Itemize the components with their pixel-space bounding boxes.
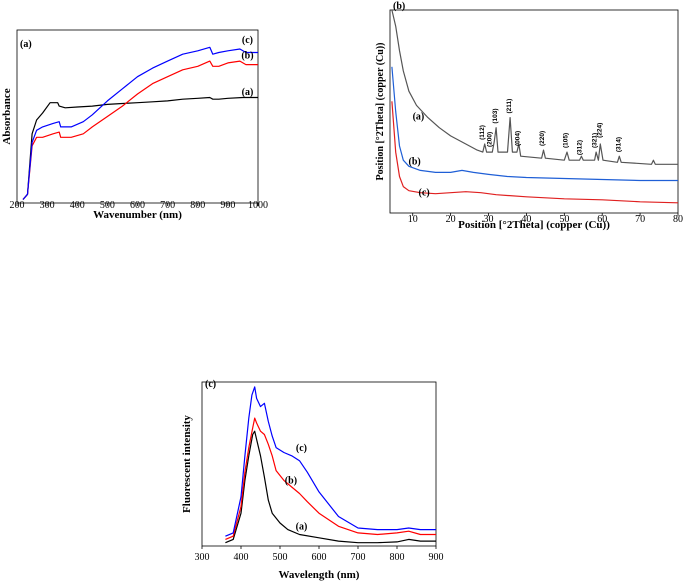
x-tick-label: 30 (484, 214, 494, 225)
x-tick-label: 40 (521, 214, 531, 225)
series-line-b (22, 60, 258, 200)
peak-label: (200) (487, 132, 494, 147)
series-label: (a) (242, 87, 254, 98)
x-tick-label: 300 (40, 200, 55, 211)
series-line-a (391, 9, 678, 165)
peak-label: (004) (515, 131, 522, 146)
x-tick-label: 400 (234, 552, 249, 563)
peak-label: (103) (492, 108, 499, 123)
panel-label: (a) (20, 39, 32, 50)
series-line-c (391, 101, 679, 204)
peak-label: (112) (479, 125, 486, 140)
x-tick-label: 70 (635, 214, 645, 225)
peak-label: (105) (563, 133, 570, 148)
x-tick-label: 20 (446, 214, 456, 225)
x-tick-label: 900 (429, 552, 444, 563)
x-tick-label: 700 (160, 200, 175, 211)
x-tick-label: 800 (190, 200, 205, 211)
series-line-a (22, 96, 258, 200)
x-tick-label: 50 (559, 214, 569, 225)
series-label: (a) (296, 522, 308, 533)
series-label: (c) (242, 35, 253, 46)
series-label: (a) (413, 112, 425, 123)
series-line-b (225, 417, 436, 540)
series-label: (c) (419, 188, 430, 199)
y-axis-label: Fluorescent intensity (181, 415, 193, 513)
x-tick-label: 600 (130, 200, 145, 211)
y-axis-label: Absorbance (1, 88, 13, 144)
x-tick-label: 600 (312, 552, 327, 563)
panel-label: (c) (205, 379, 216, 390)
x-tick-label: 300 (195, 552, 210, 563)
x-tick-label: 10 (408, 214, 418, 225)
peak-label: (220) (539, 131, 546, 146)
x-tick-label: 200 (10, 200, 25, 211)
series-line-a (225, 430, 436, 544)
x-tick-label: 60 (597, 214, 607, 225)
x-axis-label: Position [°2Theta] (copper (Cu)) (458, 219, 610, 231)
peak-label: (312) (577, 140, 584, 155)
plot-frame (16, 29, 259, 204)
series-line-c (225, 386, 436, 537)
fluorescence-chart: 300 400 500 600 700 800 900 (c) (b) (a) (c) Wavelen… (181, 379, 444, 581)
x-tick-label: 500 (273, 552, 288, 563)
x-axis-label: Wavelength (nm) (279, 569, 360, 581)
x-tick-label: 80 (673, 214, 683, 225)
plot-frame (389, 9, 679, 214)
peak-label: (314) (615, 137, 622, 152)
x-tick-label: 400 (70, 200, 85, 211)
xrd-chart: 10 20 30 40 50 60 70 80 (a) (b) (c) (112) (200) (103)… (375, 1, 683, 231)
x-tick-label: 900 (220, 200, 235, 211)
series-line-b (391, 66, 678, 182)
x-tick-label: 800 (390, 552, 405, 563)
x-axis-label: Wavenumber (nm) (93, 209, 182, 221)
x-tick-label: 700 (351, 552, 366, 563)
x-tick-label: 500 (100, 200, 115, 211)
peak-label: (211) (506, 99, 513, 114)
series-label: (c) (296, 443, 307, 454)
absorbance-chart: 200 300 400 500 600 700 800 900 1000 (c) (b) (a) (a)… (1, 29, 268, 221)
panel-label: (b) (393, 1, 405, 12)
peak-label: (321) (592, 133, 599, 148)
y-axis-label: Position [°2Theta] (copper (Cu)) (375, 43, 386, 181)
x-tick-label: 1000 (248, 200, 268, 211)
series-label: (b) (285, 476, 297, 487)
series-label: (b) (409, 156, 421, 167)
series-label: (b) (241, 51, 253, 62)
peak-label: (224) (596, 123, 603, 138)
series-line-c (22, 46, 258, 200)
